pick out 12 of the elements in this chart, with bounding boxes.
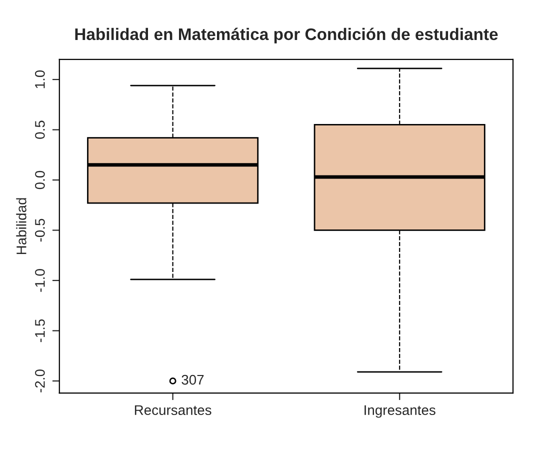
y-tick-label: -0.5 [35, 218, 45, 242]
x-tick-label: Ingresantes [364, 405, 436, 418]
y-tick-label: 0.5 [35, 120, 45, 139]
annotation: 307 [182, 374, 204, 385]
y-tick-label: -1.0 [35, 269, 45, 292]
chart-title: Habilidad en Matemática por Condición de estudiante [75, 28, 498, 44]
y-axis-title: Habilidad [16, 198, 26, 254]
y-tick-label: -1.5 [35, 319, 45, 342]
y-tick-label: 0.0 [35, 170, 45, 190]
x-tick-label: Recursantes [134, 405, 212, 416]
y-tick-label: 1.0 [35, 70, 45, 88]
y-tick-label: -2.0 [35, 370, 45, 392]
